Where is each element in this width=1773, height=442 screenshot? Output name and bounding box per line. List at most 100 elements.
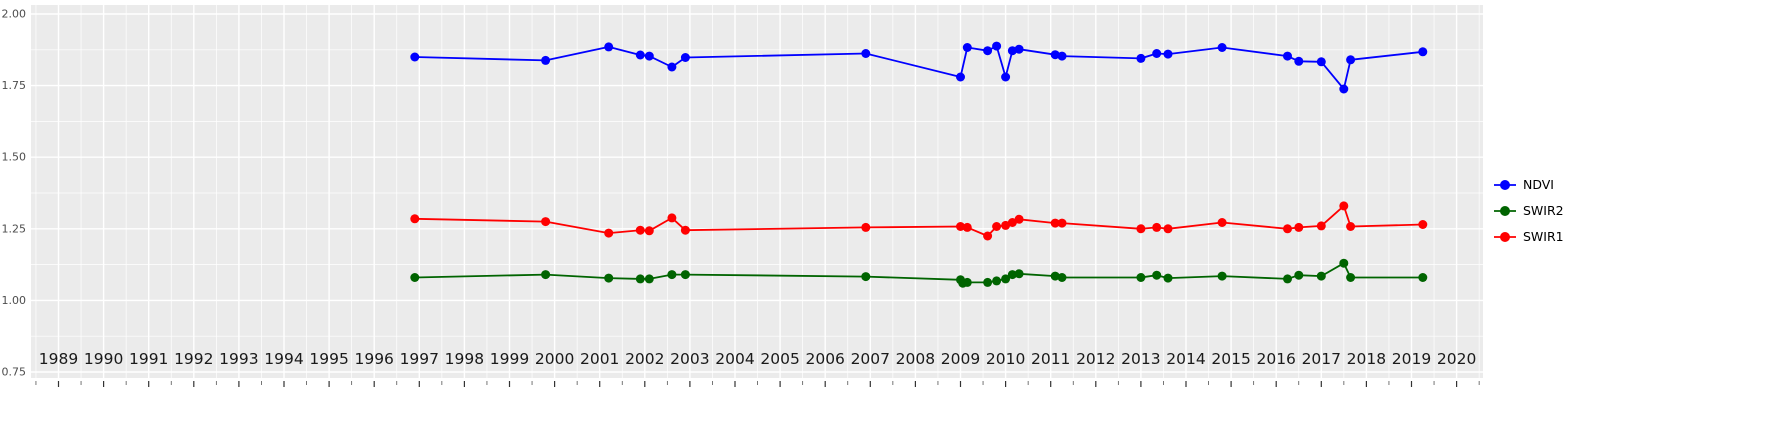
data-point-swir1 <box>680 225 690 235</box>
y-tick-label: 1.75 <box>2 79 27 92</box>
data-point-swir2 <box>1057 273 1067 282</box>
data-point-ndvi <box>604 42 614 52</box>
data-point-swir1 <box>962 222 972 232</box>
data-point-swir2 <box>644 274 654 284</box>
data-point-swir1 <box>1217 218 1227 227</box>
x-tick-label: 1996 <box>354 350 393 368</box>
plot-panel <box>31 5 1483 378</box>
x-tick-label: 1998 <box>445 350 484 368</box>
data-point-swir1 <box>1346 222 1356 231</box>
data-point-swir2 <box>604 273 614 283</box>
data-point-swir1 <box>1050 218 1060 228</box>
data-point-ndvi <box>635 50 645 60</box>
chart-legend: NDVI SWIR2 SWIR1 <box>1492 176 1564 246</box>
data-point-ndvi <box>1339 84 1349 94</box>
legend-label-swir1: SWIR1 <box>1523 229 1564 244</box>
data-point-swir2 <box>1283 274 1292 284</box>
data-point-swir2 <box>1007 270 1017 280</box>
data-point-ndvi <box>1007 46 1017 56</box>
x-tick-label: 2003 <box>670 350 709 368</box>
legend-item-swir1: SWIR1 <box>1492 228 1564 246</box>
data-point-swir1 <box>1283 224 1292 234</box>
x-tick-label: 1991 <box>129 350 168 368</box>
data-point-ndvi <box>1346 55 1356 65</box>
data-point-ndvi <box>1418 47 1428 57</box>
data-point-swir2 <box>983 277 993 287</box>
data-point-swir2 <box>992 276 1002 286</box>
legend-key-ndvi-icon <box>1494 180 1516 190</box>
data-point-ndvi <box>541 55 551 65</box>
data-point-swir1 <box>983 231 993 241</box>
data-point-swir2 <box>1346 273 1356 282</box>
x-tick-label: 2002 <box>625 350 664 368</box>
data-point-ndvi <box>667 62 677 72</box>
data-point-ndvi <box>1283 51 1292 61</box>
x-tick-label: 2018 <box>1347 350 1386 368</box>
data-point-ndvi <box>1316 57 1326 67</box>
data-point-swir1 <box>1001 220 1011 230</box>
x-tick-label: 2017 <box>1302 350 1341 368</box>
x-tick-label: 2019 <box>1392 350 1431 368</box>
x-tick-label: 2016 <box>1256 350 1295 368</box>
x-tick-label: 2013 <box>1121 350 1160 368</box>
x-tick-label: 2015 <box>1211 350 1250 368</box>
data-point-swir1 <box>1163 224 1173 234</box>
data-point-swir2 <box>1294 270 1304 280</box>
data-point-ndvi <box>1001 72 1011 82</box>
data-point-swir1 <box>861 222 871 232</box>
x-tick-label: 2000 <box>535 350 574 368</box>
data-point-ndvi <box>680 53 690 62</box>
x-tick-label: 2009 <box>941 350 980 368</box>
data-point-swir2 <box>667 270 677 280</box>
legend-item-ndvi: NDVI <box>1492 176 1564 194</box>
data-point-swir1 <box>1014 214 1024 224</box>
data-point-swir1 <box>1057 218 1067 228</box>
legend-label-swir2: SWIR2 <box>1523 203 1564 218</box>
data-point-ndvi <box>644 51 654 61</box>
legend-key-swir1-icon <box>1494 232 1516 242</box>
data-point-swir2 <box>680 270 690 280</box>
y-tick-label: 1.25 <box>2 222 27 235</box>
x-tick-label: 2007 <box>851 350 890 368</box>
x-tick-label: 2006 <box>805 350 844 368</box>
y-tick-label: 2.00 <box>2 8 27 21</box>
data-point-swir2 <box>1339 258 1349 268</box>
data-point-ndvi <box>983 46 993 56</box>
data-point-ndvi <box>1050 50 1060 60</box>
data-point-swir1 <box>604 228 614 238</box>
data-point-swir2 <box>1217 271 1227 281</box>
x-tick-label: 2001 <box>580 350 619 368</box>
data-point-ndvi <box>861 49 871 58</box>
data-point-swir1 <box>667 213 677 223</box>
x-tick-label: 1990 <box>84 350 123 368</box>
x-tick-label: 2020 <box>1437 350 1476 368</box>
y-tick-label: 1.50 <box>2 151 27 164</box>
data-point-swir2 <box>635 274 645 284</box>
data-point-ndvi <box>410 52 420 62</box>
data-point-ndvi <box>1136 53 1146 63</box>
data-point-swir1 <box>1294 222 1304 232</box>
data-point-swir2 <box>1014 269 1024 279</box>
x-tick-label: 2005 <box>760 350 799 368</box>
data-point-swir1 <box>1007 218 1017 227</box>
data-point-swir1 <box>1418 220 1428 229</box>
data-point-swir1 <box>1316 221 1326 231</box>
data-point-swir2 <box>962 277 972 287</box>
y-tick-label: 1.00 <box>2 294 27 307</box>
data-point-swir2 <box>410 273 420 282</box>
data-point-ndvi <box>1014 44 1024 54</box>
data-point-swir2 <box>1001 274 1011 284</box>
data-point-swir1 <box>1339 201 1349 211</box>
x-tick-label: 1989 <box>39 350 78 368</box>
data-point-ndvi <box>1163 49 1173 59</box>
legend-key-swir2-icon <box>1494 206 1516 216</box>
data-point-swir2 <box>1163 273 1173 283</box>
x-tick-label: 1992 <box>174 350 213 368</box>
data-point-swir2 <box>1152 270 1162 280</box>
y-tick-label: 0.75 <box>2 366 27 379</box>
data-point-swir1 <box>541 217 551 227</box>
data-point-ndvi <box>1152 49 1162 58</box>
x-tick-label: 2008 <box>896 350 935 368</box>
data-point-ndvi <box>962 43 972 52</box>
